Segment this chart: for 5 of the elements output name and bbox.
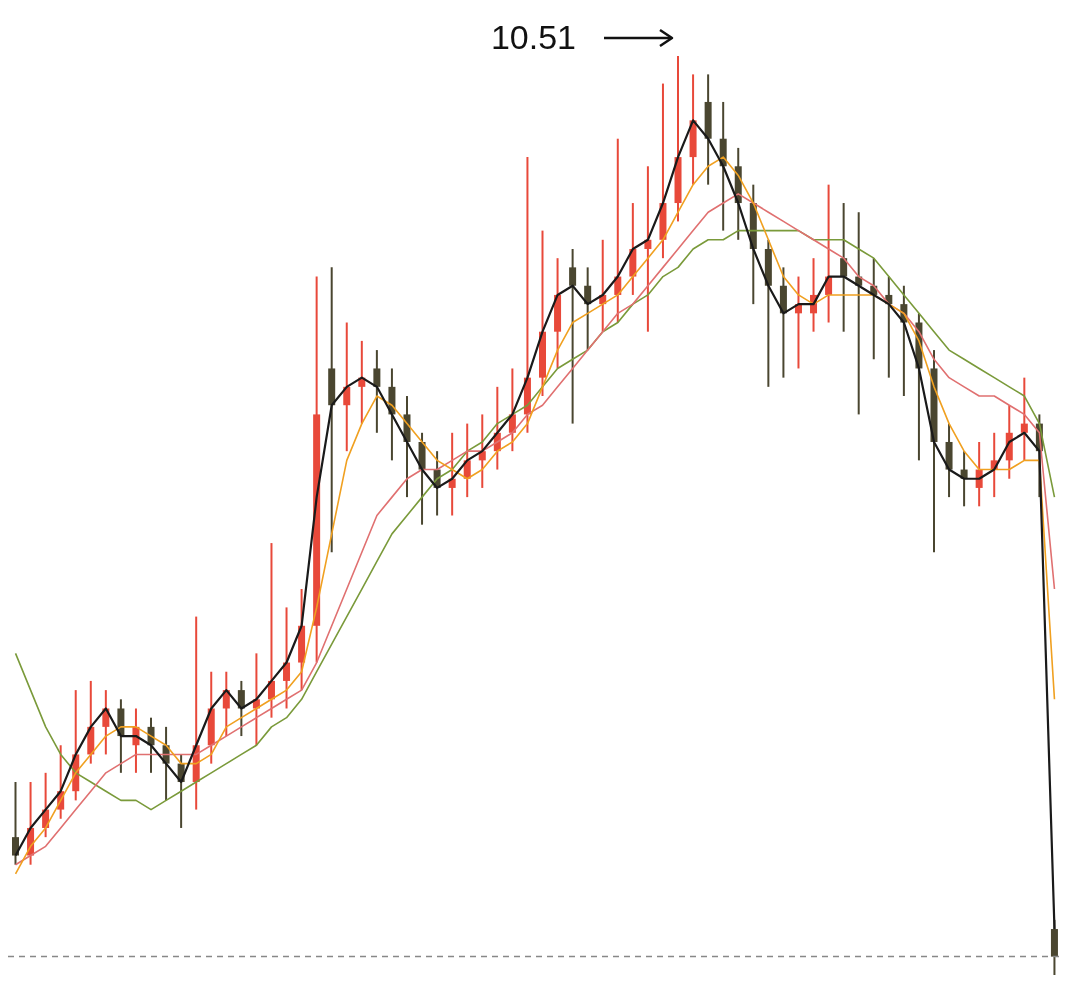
candlestick (1020, 376, 1028, 462)
candlestick (373, 349, 381, 434)
annotation: 10.51 (490, 18, 577, 57)
candlestick (12, 781, 19, 866)
candlestick (569, 247, 577, 425)
